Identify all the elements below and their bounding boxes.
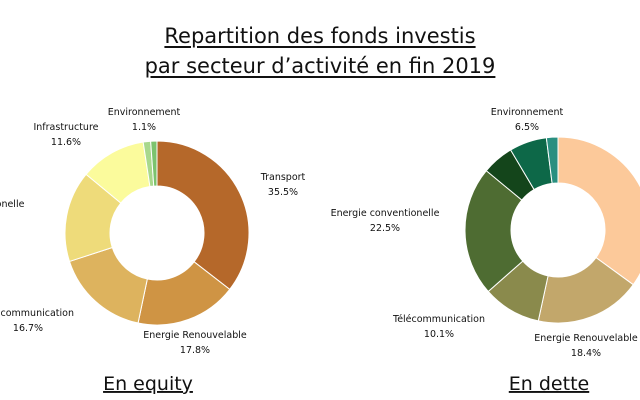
equity-label-telecommunication: Télécommunication [0, 308, 74, 319]
debt-slice-energie-conventionelle-3 [464, 170, 524, 293]
debt-label-telecommunication: Télécommunication [392, 314, 485, 325]
chart-title-line-2: par secteur d’activité en fin 2019 [144, 54, 496, 78]
equity-value-energie-renouvelable: 17.8% [180, 345, 210, 356]
equity-label-infrastructure: Infrastructure [33, 122, 98, 133]
equity-value-telecommunication: 16.7% [13, 323, 43, 334]
debt-slice-unlabeled-0 [557, 136, 640, 286]
equity-label-energie-conventionelle: Energie conventionelle [0, 199, 25, 210]
equity-caption: En equity [103, 373, 193, 395]
debt-caption: En dette [509, 373, 589, 395]
debt-slice-unlabeled-6 [545, 136, 559, 184]
debt-label-energie-renouvelable: Energie Renouvelable [534, 333, 638, 344]
debt-donut-chart [464, 136, 640, 324]
equity-label-transport: Transport [260, 172, 306, 183]
chart-title-line-1: Repartition des fonds investis [164, 24, 476, 48]
debt-value-environnement: 6.5% [515, 122, 539, 133]
debt-value-energie-renouvelable: 18.4% [571, 348, 601, 359]
equity-slice-telecommunication-2 [68, 246, 148, 324]
equity-slice-environnement-6 [150, 140, 158, 187]
debt-value-energie-conventionelle: 22.5% [370, 223, 400, 234]
debt-labels: Environnement 6.5% Energie conventionell… [331, 107, 638, 359]
equity-labels: Transport 35.5% Energie Renouvelable 17.… [0, 107, 306, 356]
equity-value-environnement: 1.1% [132, 122, 156, 133]
equity-donut-chart [64, 140, 250, 326]
equity-value-infrastructure: 11.6% [51, 137, 81, 148]
equity-slice-transport-0 [156, 140, 250, 291]
equity-label-environnement: Environnement [108, 107, 181, 118]
debt-label-energie-conventionelle: Energie conventionelle [331, 208, 440, 219]
debt-label-environnement: Environnement [491, 107, 564, 118]
equity-value-transport: 35.5% [268, 187, 298, 198]
equity-label-energie-renouvelable: Energie Renouvelable [143, 330, 247, 341]
debt-value-telecommunication: 10.1% [424, 329, 454, 340]
